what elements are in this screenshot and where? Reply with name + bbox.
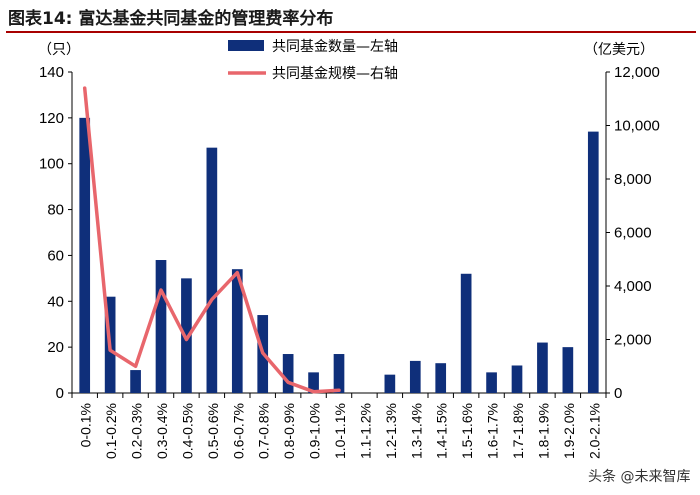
left-axis-unit: （只） bbox=[38, 42, 80, 58]
x-tick-label: 0.9-1.0% bbox=[307, 403, 323, 459]
x-tick-label: 0.8-0.9% bbox=[281, 403, 297, 459]
x-tick-label: 1.1-1.2% bbox=[357, 403, 373, 459]
bar bbox=[460, 273, 472, 393]
legend-bar-label: 共同基金数量—左轴 bbox=[272, 38, 398, 55]
x-tick-label: 1.6-1.7% bbox=[485, 403, 501, 459]
bar bbox=[384, 374, 396, 393]
bar bbox=[486, 372, 497, 393]
bar bbox=[537, 342, 548, 393]
x-tick-label: 1.0-1.1% bbox=[332, 403, 348, 459]
left-tick-label: 100 bbox=[39, 156, 64, 173]
watermark: 头条 @未来智库 bbox=[588, 469, 691, 485]
x-tick-label: 1.2-1.3% bbox=[383, 403, 399, 459]
x-tick-label: 0.5-0.6% bbox=[205, 403, 221, 459]
bar bbox=[435, 363, 447, 393]
x-tick-label: 1.5-1.6% bbox=[459, 403, 475, 459]
left-tick-label: 40 bbox=[47, 293, 64, 310]
bar bbox=[155, 260, 167, 393]
x-tick-label: 1.3-1.4% bbox=[408, 403, 424, 459]
right-tick-label: 12,000 bbox=[614, 64, 660, 81]
right-tick-label: 4,000 bbox=[614, 278, 652, 295]
bar bbox=[511, 365, 523, 393]
right-tick-label: 6,000 bbox=[614, 225, 652, 242]
x-tick-label: 0.1-0.2% bbox=[103, 403, 119, 459]
right-axis-unit: （亿美元） bbox=[584, 42, 654, 58]
title-rule bbox=[6, 31, 696, 33]
right-tick-label: 0 bbox=[614, 385, 622, 402]
left-tick-label: 120 bbox=[39, 110, 64, 127]
bar bbox=[181, 278, 192, 393]
left-tick-label: 20 bbox=[47, 339, 64, 356]
line-series bbox=[82, 86, 341, 394]
right-tick-label: 8,000 bbox=[614, 171, 652, 188]
figure-title: 图表14: 富达基金共同基金的管理费率分布 bbox=[8, 9, 334, 29]
x-tick-label: 1.4-1.5% bbox=[434, 403, 450, 459]
bar bbox=[409, 360, 421, 393]
x-tick-label: 0.6-0.7% bbox=[230, 403, 246, 459]
bar bbox=[206, 147, 218, 393]
x-tick-label: 1.9-2.0% bbox=[561, 403, 577, 459]
left-tick-label: 80 bbox=[47, 202, 64, 219]
bar bbox=[308, 372, 319, 393]
x-tick-label: 0.7-0.8% bbox=[256, 403, 272, 459]
legend-line-label: 共同基金规模—右轴 bbox=[272, 65, 398, 82]
x-tick-label: 2.0-2.1% bbox=[586, 403, 602, 459]
right-tick-label: 2,000 bbox=[614, 332, 652, 349]
legend-bar-swatch bbox=[228, 40, 264, 51]
left-tick-label: 60 bbox=[47, 247, 64, 264]
bar bbox=[587, 131, 599, 393]
bar bbox=[231, 269, 243, 393]
bar bbox=[562, 347, 574, 393]
bar bbox=[130, 370, 141, 393]
x-tick-label: 0.3-0.4% bbox=[154, 403, 170, 459]
x-tick-label: 0.4-0.5% bbox=[179, 403, 195, 459]
left-tick-label: 140 bbox=[39, 64, 64, 81]
right-tick-label: 10,000 bbox=[614, 118, 660, 135]
bar bbox=[79, 117, 91, 393]
x-tick-label: 1.7-1.8% bbox=[510, 403, 526, 459]
x-tick-label: 1.8-1.9% bbox=[535, 403, 551, 459]
figure-header: 图表14: 富达基金共同基金的管理费率分布 bbox=[0, 0, 700, 33]
x-tick-label: 0-0.1% bbox=[78, 403, 94, 447]
left-tick-label: 0 bbox=[56, 385, 64, 402]
x-tick-label: 0.2-0.3% bbox=[129, 403, 145, 459]
bar bbox=[333, 354, 345, 393]
bar bbox=[282, 354, 294, 393]
